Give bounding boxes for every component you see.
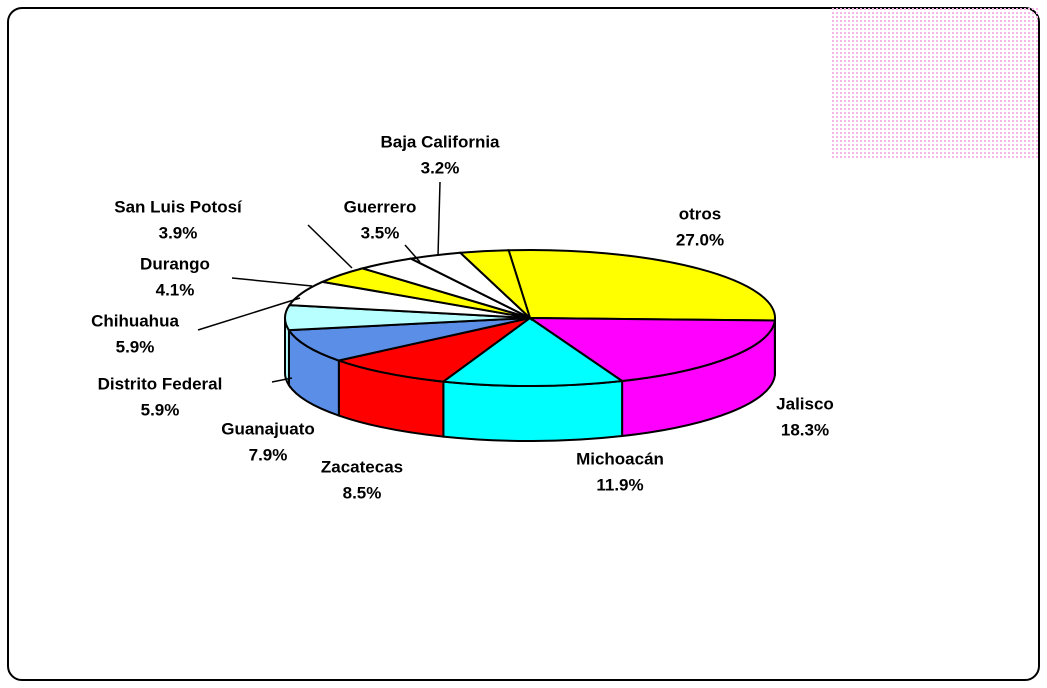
- slice-label: Chihuahua: [91, 311, 179, 330]
- slice-value-label: 11.9%: [596, 475, 643, 494]
- leader-line: [437, 181, 441, 257]
- slice-label: Guanajuato: [221, 419, 315, 438]
- slice: [526, 316, 776, 383]
- corner-decoration: [832, 8, 1039, 158]
- slice-label: San Luis Potosí: [114, 197, 243, 216]
- slice-value-label: 4.1%: [156, 280, 195, 299]
- slice-label: Baja California: [380, 132, 500, 151]
- slice-label: Zacatecas: [321, 457, 403, 476]
- slice-value-label: 27.0%: [676, 230, 724, 249]
- slice: [507, 249, 776, 322]
- slice: [335, 317, 531, 383]
- slice-label: Distrito Federal: [98, 374, 223, 393]
- slice: [287, 317, 531, 362]
- slice: [458, 249, 533, 322]
- slice-label: Guerrero: [344, 197, 417, 216]
- slice-value-label: 5.9%: [141, 400, 180, 419]
- leader-line: [307, 224, 353, 269]
- slice-label: Jalisco: [776, 394, 834, 413]
- leader-line: [271, 377, 293, 383]
- slice-side: [442, 379, 624, 442]
- slice-label: Michoacán: [576, 449, 664, 468]
- slice-value-label: 3.9%: [159, 223, 198, 242]
- slice: [440, 316, 625, 387]
- slice-value-label: 3.5%: [361, 223, 400, 242]
- slice-value-label: 18.3%: [781, 420, 829, 439]
- slice-value-label: 5.9%: [116, 337, 155, 356]
- slice-label: Durango: [140, 254, 210, 273]
- leader-line: [404, 244, 421, 263]
- leader-line: [231, 277, 313, 287]
- leader-line: [197, 297, 301, 331]
- slice-value-label: 3.2%: [421, 158, 460, 177]
- slice-value-label: 8.5%: [343, 483, 382, 502]
- slice-label: otros: [679, 204, 722, 223]
- slice-value-label: 7.9%: [249, 445, 288, 464]
